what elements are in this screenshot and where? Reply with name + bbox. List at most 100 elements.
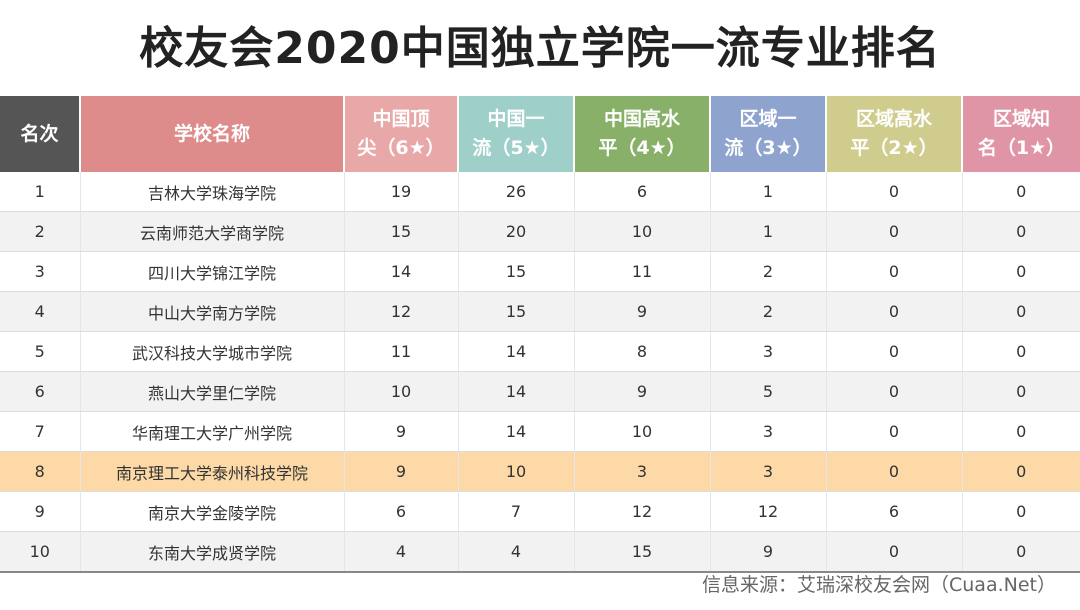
national-first-class-cell: 15	[457, 251, 574, 292]
national-first-class-cell: 10	[457, 451, 574, 492]
header-national-high-level: 中国高水 平（4★）	[573, 96, 710, 172]
table-row: 6 燕山大学里仁学院 10 14 9 5 0 0	[0, 371, 1080, 412]
national-high-level-cell: 12	[573, 491, 710, 532]
regional-first-class-cell: 1	[709, 211, 826, 252]
national-high-level-cell: 6	[573, 172, 710, 212]
school-cell: 南京大学金陵学院	[79, 491, 344, 532]
regional-high-level-cell: 6	[825, 491, 962, 532]
ranking-table: 名次 学校名称 中国顶 尖（6★） 中国一 流（5★） 中国高水 平（4★） 区域一流…	[0, 96, 1080, 573]
national-top-cell: 10	[343, 371, 458, 412]
school-cell: 武汉科技大学城市学院	[79, 331, 344, 372]
header-regional-famous: 区域知 名（1★）	[961, 96, 1080, 172]
regional-high-level-cell: 0	[825, 172, 962, 212]
national-top-cell: 19	[343, 172, 458, 212]
table-row: 4 中山大学南方学院 12 15 9 2 0 0	[0, 291, 1080, 332]
regional-first-class-cell: 2	[709, 251, 826, 292]
national-first-class-cell: 20	[457, 211, 574, 252]
header-regional-high-level: 区域高水 平（2★）	[825, 96, 962, 172]
header-school: 学校名称	[79, 96, 344, 172]
regional-high-level-cell: 0	[825, 411, 962, 452]
national-high-level-cell: 11	[573, 251, 710, 292]
rank-cell: 9	[0, 491, 80, 532]
header-national-first-class: 中国一 流（5★）	[457, 96, 574, 172]
regional-first-class-cell: 5	[709, 371, 826, 412]
school-cell: 华南理工大学广州学院	[79, 411, 344, 452]
regional-first-class-cell: 12	[709, 491, 826, 532]
rank-cell: 6	[0, 371, 80, 412]
rank-cell: 3	[0, 251, 80, 292]
regional-famous-cell: 0	[961, 251, 1080, 292]
national-top-cell: 9	[343, 451, 458, 492]
national-high-level-cell: 10	[573, 211, 710, 252]
source-note: 信息来源：艾瑞深校友会网（Cuaa.Net）	[702, 574, 1056, 596]
school-cell: 中山大学南方学院	[79, 291, 344, 332]
school-cell: 南京理工大学泰州科技学院	[79, 451, 344, 492]
table-row: 2 云南师范大学商学院 15 20 10 1 0 0	[0, 211, 1080, 252]
national-high-level-cell: 15	[573, 531, 710, 573]
national-top-cell: 12	[343, 291, 458, 332]
rank-cell: 1	[0, 172, 80, 212]
regional-famous-cell: 0	[961, 211, 1080, 252]
national-top-cell: 14	[343, 251, 458, 292]
rank-cell: 2	[0, 211, 80, 252]
national-first-class-cell: 15	[457, 291, 574, 332]
regional-high-level-cell: 0	[825, 291, 962, 332]
header-national-top: 中国顶 尖（6★）	[343, 96, 458, 172]
table-row: 10 东南大学成贤学院 4 4 15 9 0 0	[0, 531, 1080, 573]
regional-high-level-cell: 0	[825, 211, 962, 252]
national-top-cell: 11	[343, 331, 458, 372]
national-top-cell: 15	[343, 211, 458, 252]
national-top-cell: 9	[343, 411, 458, 452]
regional-famous-cell: 0	[961, 451, 1080, 492]
regional-famous-cell: 0	[961, 172, 1080, 212]
school-cell: 吉林大学珠海学院	[79, 172, 344, 212]
regional-high-level-cell: 0	[825, 251, 962, 292]
national-first-class-cell: 7	[457, 491, 574, 532]
rank-cell: 7	[0, 411, 80, 452]
regional-high-level-cell: 0	[825, 331, 962, 372]
national-top-cell: 6	[343, 491, 458, 532]
table-row: 1 吉林大学珠海学院 19 26 6 1 0 0	[0, 172, 1080, 212]
regional-famous-cell: 0	[961, 331, 1080, 372]
national-first-class-cell: 14	[457, 331, 574, 372]
rank-cell: 5	[0, 331, 80, 372]
school-cell: 燕山大学里仁学院	[79, 371, 344, 412]
school-cell: 云南师范大学商学院	[79, 211, 344, 252]
national-high-level-cell: 10	[573, 411, 710, 452]
regional-high-level-cell: 0	[825, 371, 962, 412]
regional-first-class-cell: 2	[709, 291, 826, 332]
regional-first-class-cell: 9	[709, 531, 826, 573]
national-high-level-cell: 9	[573, 371, 710, 412]
school-cell: 四川大学锦江学院	[79, 251, 344, 292]
regional-famous-cell: 0	[961, 531, 1080, 573]
national-high-level-cell: 8	[573, 331, 710, 372]
regional-famous-cell: 0	[961, 371, 1080, 412]
national-first-class-cell: 4	[457, 531, 574, 573]
regional-famous-cell: 0	[961, 411, 1080, 452]
national-top-cell: 4	[343, 531, 458, 573]
table-row-highlighted: 8 南京理工大学泰州科技学院 9 10 3 3 0 0	[0, 451, 1080, 492]
school-cell: 东南大学成贤学院	[79, 531, 344, 573]
header-regional-first-class: 区域一 流（3★）	[709, 96, 826, 172]
national-first-class-cell: 14	[457, 371, 574, 412]
regional-famous-cell: 0	[961, 491, 1080, 532]
rank-cell: 10	[0, 531, 80, 573]
regional-famous-cell: 0	[961, 291, 1080, 332]
table-row: 9 南京大学金陵学院 6 7 12 12 6 0	[0, 491, 1080, 532]
national-high-level-cell: 3	[573, 451, 710, 492]
table-row: 3 四川大学锦江学院 14 15 11 2 0 0	[0, 251, 1080, 292]
regional-high-level-cell: 0	[825, 531, 962, 573]
national-first-class-cell: 14	[457, 411, 574, 452]
regional-first-class-cell: 3	[709, 411, 826, 452]
table-row: 7 华南理工大学广州学院 9 14 10 3 0 0	[0, 411, 1080, 452]
header-rank: 名次	[0, 96, 80, 172]
national-first-class-cell: 26	[457, 172, 574, 212]
national-high-level-cell: 9	[573, 291, 710, 332]
regional-first-class-cell: 3	[709, 451, 826, 492]
regional-first-class-cell: 1	[709, 172, 826, 212]
rank-cell: 4	[0, 291, 80, 332]
rank-cell: 8	[0, 451, 80, 492]
regional-first-class-cell: 3	[709, 331, 826, 372]
table-header-row: 名次 学校名称 中国顶 尖（6★） 中国一 流（5★） 中国高水 平（4★） 区域一流…	[0, 96, 1080, 172]
table-row: 5 武汉科技大学城市学院 11 14 8 3 0 0	[0, 331, 1080, 372]
